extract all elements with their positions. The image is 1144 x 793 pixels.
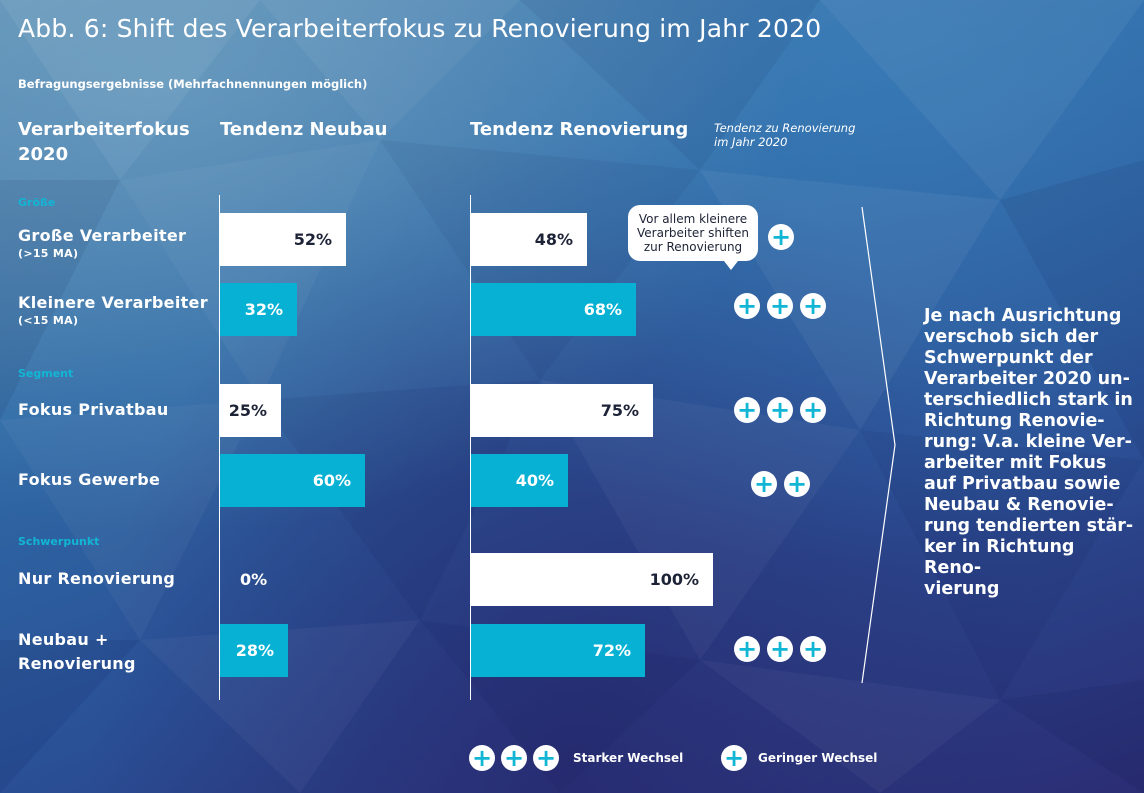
callout-line1: Vor allem kleinere [638, 212, 748, 226]
renovierung-bar [471, 283, 636, 336]
summary-line: ker in Richtung Reno- [924, 537, 1075, 578]
renovierung-bar [471, 454, 568, 507]
trend-plus-icon: + [767, 397, 793, 423]
renovierung-bar [471, 624, 645, 677]
trend-plus-icon: + [734, 293, 760, 319]
row-label: Neubau + Renovierung [18, 628, 136, 676]
callout-tail [724, 261, 738, 270]
neubau-bar-value: 32% [244, 300, 283, 319]
column-header-focus-line2: 2020 [18, 144, 69, 165]
callout-bubble: Vor allem kleinere Verarbeiter shiften z… [628, 205, 758, 270]
chart-title: Abb. 6: Shift des Verarbeiterfokus zu Re… [18, 14, 822, 43]
callout-line3: zur Renovierung [643, 240, 743, 254]
legend-strong-label: Starker Wechsel [573, 751, 684, 765]
row-label-text: Fokus Gewerbe [18, 470, 161, 489]
trend-plus-icon: + [767, 293, 793, 319]
trend-plus-icon: + [767, 636, 793, 662]
trend-plus-icon: + [734, 636, 760, 662]
column-header-trend: Tendenz zu Renovierung im Jahr 2020 [714, 121, 855, 149]
summary-line: auf Privatbau sowie [924, 474, 1121, 494]
chart-subtitle: Befragungsergebnisse (Mehrfachnennungen … [18, 77, 368, 91]
row-label: Fokus Privatbau [18, 398, 169, 422]
row-sublabel: (<15 MA) [18, 314, 79, 327]
legend-plus-icon: + [501, 745, 527, 771]
renovierung-bar [471, 553, 713, 606]
row-label-text: Fokus Privatbau [18, 400, 169, 419]
row-label-text: Neubau + [18, 630, 109, 649]
row-label-text: Nur Renovierung [18, 569, 176, 588]
neubau-bar-value: 0% [240, 570, 268, 589]
neubau-bar-value: 25% [228, 401, 267, 420]
neubau-axis-line [219, 195, 220, 700]
renovierung-bar-value: 40% [515, 471, 554, 490]
callout-line2: Verarbeiter shiften [637, 226, 749, 240]
column-header-neubau: Tendenz Neubau [220, 119, 388, 140]
renovierung-axis-line [470, 195, 471, 700]
renovierung-bar-value: 100% [649, 570, 699, 589]
summary-line: Schwerpunkt der [924, 348, 1093, 368]
summary-text: Je nach Ausrichtung verschob sich der Schw… [924, 306, 1134, 600]
callout-text: Vor allem kleinere Verarbeiter shiften z… [628, 205, 758, 261]
summary-line: Neubau & Renovie- [924, 495, 1114, 515]
row-label-text: Kleinere Verarbeiter [18, 293, 208, 312]
legend-weak-label: Geringer Wechsel [758, 751, 878, 765]
column-header-focus-line1: Verarbeiterfokus [18, 119, 190, 140]
column-header-trend-line1: Tendenz zu Renovierung [714, 121, 856, 135]
row-label-text-line2: Renovierung [18, 654, 136, 673]
trend-plus-icon: + [800, 293, 826, 319]
legend-plus-icon: + [533, 745, 559, 771]
trend-plus-icon: + [768, 224, 794, 250]
renovierung-bar [471, 384, 653, 437]
group-label-segment: Segment [18, 367, 74, 380]
summary-line: Verarbeiter 2020 un- [924, 369, 1130, 389]
trend-plus-icon: + [800, 636, 826, 662]
renovierung-bar [471, 213, 587, 266]
column-header-focus: Verarbeiterfokus 2020 [18, 117, 190, 167]
trend-plus-icon: + [800, 397, 826, 423]
neubau-bar [220, 283, 297, 336]
summary-line: rung: V.a. kleine Ver- [924, 432, 1132, 452]
column-header-trend-line2: im Jahr 2020 [714, 135, 788, 149]
neubau-bar-value: 52% [293, 230, 332, 249]
column-header-renovierung: Tendenz Renovierung [470, 119, 689, 140]
neubau-bar [220, 213, 346, 266]
neubau-bar [220, 384, 281, 437]
summary-line: vierung [924, 579, 1000, 599]
row-label: Kleinere Verarbeiter (<15 MA) [18, 291, 208, 327]
group-label-schwerpunkt: Schwerpunkt [18, 535, 100, 548]
trend-plus-icon: + [751, 471, 777, 497]
legend-plus-icon: + [721, 745, 747, 771]
renovierung-bar-value: 68% [583, 300, 622, 319]
row-label: Große Verarbeiter (>15 MA) [18, 224, 186, 260]
neubau-bar [220, 454, 365, 507]
summary-line: terschiedlich stark in [924, 390, 1133, 410]
trend-plus-icon: + [784, 471, 810, 497]
neubau-bar-value: 60% [312, 471, 351, 490]
bracket-icon [861, 206, 896, 684]
summary-line: arbeiter mit Fokus [924, 453, 1107, 473]
neubau-bar [220, 624, 288, 677]
renovierung-bar-value: 48% [534, 230, 573, 249]
summary-line: verschob sich der [924, 327, 1099, 347]
summary-line: Je nach Ausrichtung [924, 306, 1122, 326]
renovierung-bar-value: 72% [592, 641, 631, 660]
renovierung-bar-value: 75% [600, 401, 639, 420]
neubau-bar-value: 28% [235, 641, 274, 660]
legend-plus-icon: + [469, 745, 495, 771]
summary-line: rung tendierten stär- [924, 516, 1134, 536]
row-label-text: Große Verarbeiter [18, 226, 187, 245]
row-label: Fokus Gewerbe [18, 468, 160, 492]
summary-line: Richtung Renovie- [924, 411, 1105, 431]
group-label-groesse: Größe [18, 196, 56, 209]
trend-plus-icon: + [734, 397, 760, 423]
row-label: Nur Renovierung [18, 567, 175, 591]
row-sublabel: (>15 MA) [18, 247, 79, 260]
